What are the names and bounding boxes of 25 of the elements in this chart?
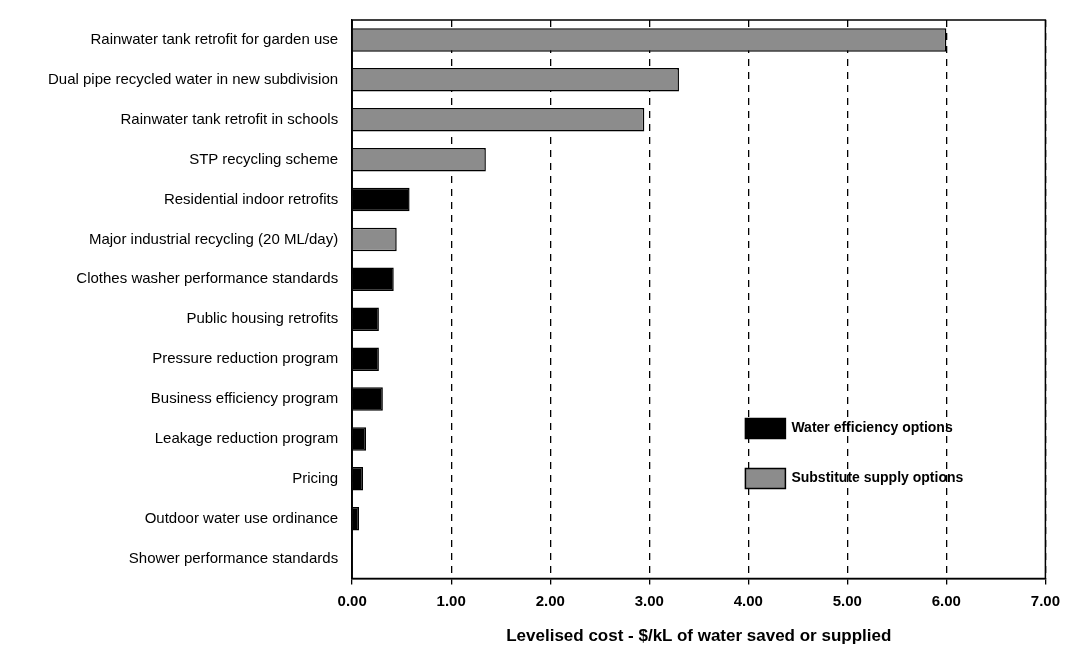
y-tick-label: Rainwater tank retrofit for garden use bbox=[90, 30, 339, 48]
y-tick-label: Residential indoor retrofits bbox=[163, 189, 339, 207]
y-tick-label: Rainwater tank retrofit in schools bbox=[120, 109, 339, 127]
x-tick-label: 1.00 bbox=[436, 591, 466, 609]
y-tick-label: Dual pipe recycled water in new subdivision bbox=[47, 69, 339, 87]
x-tick-label: 2.00 bbox=[535, 591, 565, 609]
legend-label: Substitute supply options bbox=[791, 469, 964, 486]
y-tick-label: Pricing bbox=[292, 468, 339, 486]
x-tick-label: 4.00 bbox=[733, 591, 763, 609]
legend-label: Water efficiency options bbox=[791, 419, 953, 436]
x-tick-label: 0.00 bbox=[337, 591, 367, 609]
y-tick-label: Clothes washer performance standards bbox=[76, 269, 339, 287]
y-tick-label: STP recycling scheme bbox=[189, 149, 339, 167]
y-tick-label: Public housing retrofits bbox=[186, 309, 339, 327]
y-tick-label: Pressure reduction program bbox=[152, 349, 339, 367]
y-tick-label: Shower performance standards bbox=[128, 548, 339, 566]
x-tick-label: 5.00 bbox=[832, 591, 862, 609]
x-axis-title: Levelised cost - $/kL of water saved or supplied bbox=[506, 626, 892, 646]
x-tick-label: 7.00 bbox=[1030, 591, 1060, 609]
y-tick-label: Leakage reduction program bbox=[154, 429, 339, 447]
y-tick-label: Business efficiency program bbox=[150, 389, 339, 407]
x-tick-label: 3.00 bbox=[634, 591, 664, 609]
y-tick-label: Outdoor water use ordinance bbox=[144, 508, 339, 526]
y-tick-label: Major industrial recycling (20 ML/day) bbox=[88, 229, 339, 247]
x-tick-label: 6.00 bbox=[931, 591, 961, 609]
